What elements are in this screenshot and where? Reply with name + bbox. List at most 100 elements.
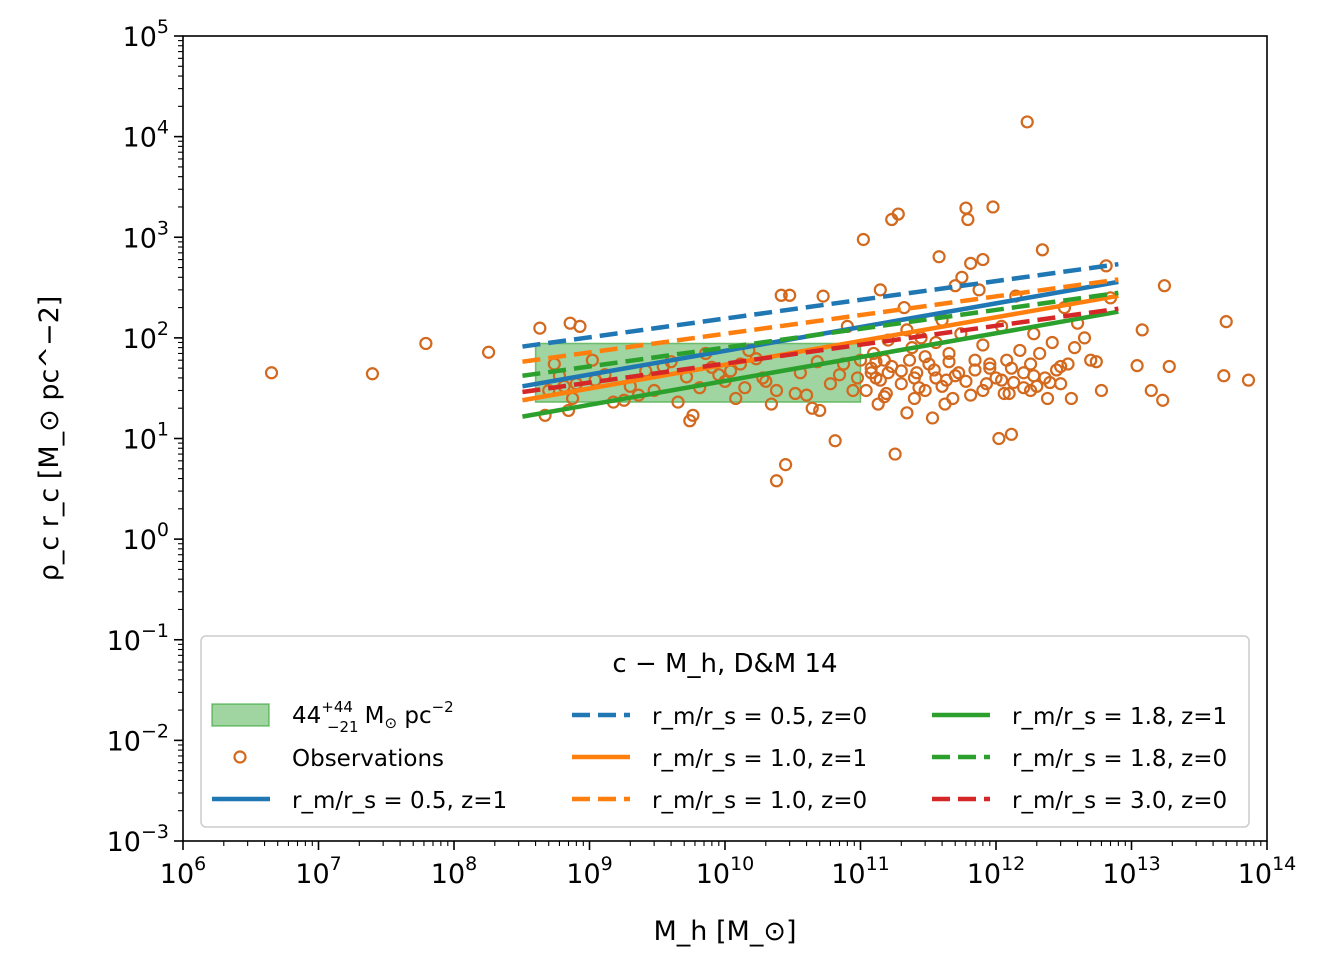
plot-content [264,115,1256,488]
y-tick-base: 10 [123,425,157,456]
observation-point [955,270,969,284]
legend: c − M_h, D&M 14 44+44 −21 M⊙ pc−2 Observatio… [200,635,1250,828]
observation-point [365,367,380,381]
x-tick-base: 10 [831,859,865,890]
legend-band-sup: +44 [321,698,353,716]
series-line-1 [522,261,1119,349]
observation-point [481,345,496,359]
observation-point [961,212,975,227]
observation-point [1084,353,1098,367]
observation-point [1020,115,1034,129]
observation-point [1089,355,1103,369]
observation-point [881,366,895,380]
observation-point [1023,357,1038,371]
y-tick-exp: −1 [141,620,169,642]
plot-area [264,115,1256,488]
observation-point [1219,315,1233,329]
x-tick-label: 107 [295,853,341,890]
observation-point [1130,359,1144,373]
observation-point [729,391,743,406]
observation-point [1156,393,1170,407]
observation-point [968,363,982,377]
observation-point [671,395,685,409]
x-tick-exp: 13 [1137,853,1161,875]
observation-point [1043,375,1057,390]
x-tick-base: 10 [696,859,730,890]
series-line-3 [522,277,1119,364]
observation-point [1004,427,1019,441]
observation-point [832,368,847,382]
observation-point [856,232,870,247]
x-tick-exp: 11 [866,853,890,875]
y-tick-label: 100 [123,519,169,556]
y-tick-exp: 4 [157,117,169,139]
observation-point [1027,369,1041,383]
y-tick-exp: −3 [141,821,169,843]
x-axis-label: M_h [M_⊙] [654,916,797,947]
observation-point [925,411,940,425]
observation-point [769,383,784,398]
observation-point [686,408,700,422]
y-tick-exp: 2 [157,318,169,340]
x-tick-label: 106 [160,853,206,890]
observation-point [964,256,978,270]
observation-point [1040,391,1055,406]
observation-point [1241,373,1256,387]
y-tick-base: 10 [123,22,157,53]
observation-point [1162,359,1176,374]
x-tick-label: 1011 [831,853,890,890]
observation-point [1064,391,1078,406]
observation-point [1061,357,1075,371]
x-tick-label: 1014 [1238,853,1297,890]
observation-point [419,336,433,351]
legend-label-observations: Observations [292,746,444,772]
y-tick-label: 101 [123,419,169,456]
legend-label-0: r_m/r_s = 0.5, z=1 [292,788,507,814]
observation-point [1045,335,1059,350]
observation-point [1094,383,1109,398]
x-tick-base: 10 [160,859,194,890]
observation-point [995,373,1009,387]
y-tick-base: 10 [107,726,141,757]
series-line-4 [522,309,1119,419]
x-tick-exp: 10 [730,853,754,875]
observation-point [907,391,922,406]
legend-title: c − M_h, D&M 14 [612,649,837,679]
observation-point [813,403,827,418]
y-tick-base: 10 [123,324,157,355]
observation-point [932,250,946,264]
legend-band-sub: −21 [327,718,359,736]
observation-point [1004,361,1019,375]
y-tick-exp: 5 [157,16,169,38]
x-tick-base: 10 [431,859,465,890]
observation-point [799,388,814,402]
series-line-6 [522,306,1119,395]
y-tick-label: 105 [123,16,169,53]
observation-point [774,288,788,302]
legend-label-1: r_m/r_s = 0.5, z=0 [652,704,867,730]
legend-marker-observations [233,750,247,764]
observation-point [894,364,908,378]
observation-point [823,377,838,391]
observation-point [1007,375,1021,390]
observation-point [938,397,952,411]
observation-point [918,350,932,364]
series-line-2 [522,293,1119,403]
y-tick-exp: 1 [157,419,169,441]
y-tick-base: 10 [107,827,141,858]
observation-point [850,371,865,385]
observation-point [805,401,819,415]
observation-point [952,366,966,380]
legend-box [200,635,1250,828]
observation-point [1017,381,1031,395]
x-tick-label: 1013 [1102,853,1161,890]
observation-point [942,355,956,369]
observation-point [979,377,994,391]
observation-point [983,361,997,375]
legend-band-unit-sub: ⊙ [384,714,397,732]
legend-label-4: r_m/r_s = 1.8, z=1 [1012,704,1227,730]
observation-point [764,397,778,411]
observation-point [976,252,990,267]
observation-point [1067,341,1082,355]
observation-point [828,434,842,448]
